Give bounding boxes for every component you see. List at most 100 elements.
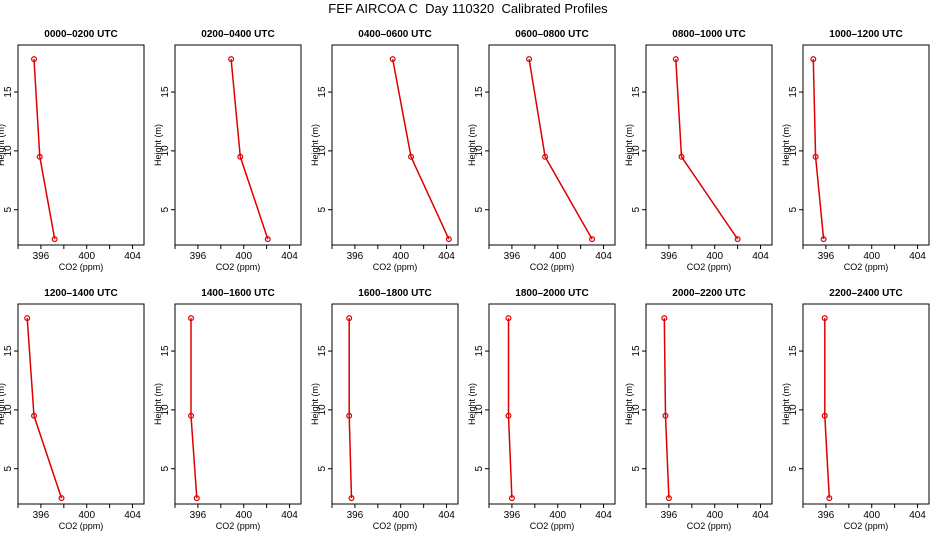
panel-title: 1200–1400 UTC bbox=[44, 288, 117, 299]
co2-data-point bbox=[31, 412, 38, 419]
y-tick-label: 10 bbox=[474, 145, 485, 157]
y-tick-label: 5 bbox=[3, 465, 14, 471]
co2-data-point bbox=[665, 495, 672, 502]
x-axis-label: CO2 (ppm) bbox=[530, 521, 575, 531]
x-axis-label: CO2 (ppm) bbox=[373, 521, 418, 531]
co2-profile-line bbox=[348, 318, 353, 499]
y-axis-label: Height (m) bbox=[0, 124, 6, 166]
plot-frame bbox=[645, 44, 773, 246]
y-axis-label: Height (m) bbox=[153, 124, 163, 166]
x-tick-label: 400 bbox=[549, 251, 566, 262]
chart-main-title: FEF AIRCOA C Day 110320 Calibrated Profi… bbox=[328, 1, 608, 16]
co2-data-point bbox=[237, 153, 244, 160]
y-tick-label: 15 bbox=[317, 86, 328, 98]
y-axis-label: Height (m) bbox=[781, 383, 791, 425]
x-tick-label: 396 bbox=[818, 510, 835, 521]
y-tick-label: 5 bbox=[788, 206, 799, 212]
y-tick-label: 15 bbox=[788, 345, 799, 357]
co2-profile-line bbox=[528, 58, 593, 240]
co2-data-point bbox=[51, 236, 58, 243]
y-tick-label: 15 bbox=[474, 345, 485, 357]
x-tick-label: 404 bbox=[595, 251, 612, 262]
co2-profile-line bbox=[391, 58, 450, 240]
co2-data-point bbox=[58, 495, 65, 502]
panel-title: 0400–0600 UTC bbox=[358, 29, 431, 40]
y-tick-label: 10 bbox=[788, 145, 799, 157]
co2-data-point bbox=[264, 236, 271, 243]
y-axis-label: Height (m) bbox=[310, 383, 320, 425]
profile-panel: 1400–1600 UTC 396 400 404 CO2 (ppm) 5 10 15 Heig… bbox=[153, 288, 302, 531]
x-axis-label: CO2 (ppm) bbox=[687, 262, 732, 272]
co2-data-point bbox=[526, 56, 533, 63]
y-tick-label: 5 bbox=[474, 465, 485, 471]
x-tick-label: 396 bbox=[661, 251, 678, 262]
y-axis-label: Height (m) bbox=[467, 383, 477, 425]
x-axis-label: CO2 (ppm) bbox=[216, 521, 261, 531]
x-tick-label: 396 bbox=[661, 510, 678, 521]
x-tick-label: 404 bbox=[124, 510, 141, 521]
co2-data-point bbox=[36, 153, 43, 160]
co2-data-point bbox=[678, 153, 685, 160]
y-tick-label: 10 bbox=[3, 145, 14, 157]
co2-data-point bbox=[24, 315, 31, 322]
x-tick-label: 404 bbox=[909, 510, 926, 521]
co2-data-point bbox=[188, 315, 195, 322]
co2-data-point bbox=[821, 315, 828, 322]
x-tick-label: 400 bbox=[78, 510, 95, 521]
x-tick-label: 404 bbox=[909, 251, 926, 262]
x-tick-label: 396 bbox=[33, 510, 50, 521]
y-tick-label: 10 bbox=[631, 404, 642, 416]
y-axis-label: Height (m) bbox=[153, 383, 163, 425]
x-tick-label: 404 bbox=[438, 510, 455, 521]
co2-data-point bbox=[821, 412, 828, 419]
y-tick-label: 5 bbox=[160, 465, 171, 471]
y-tick-label: 10 bbox=[317, 145, 328, 157]
y-tick-label: 15 bbox=[788, 86, 799, 98]
x-axis-label: CO2 (ppm) bbox=[844, 521, 889, 531]
x-tick-label: 396 bbox=[504, 510, 521, 521]
x-axis-label: CO2 (ppm) bbox=[373, 262, 418, 272]
co2-profile-line bbox=[230, 59, 269, 240]
profile-panel: 1200–1400 UTC 396 400 404 CO2 (ppm) 5 10 15 Heig… bbox=[0, 288, 145, 531]
x-tick-label: 400 bbox=[235, 251, 252, 262]
profile-panel: 2000–2200 UTC 396 400 404 CO2 (ppm) 5 10 15 Heig… bbox=[624, 288, 773, 531]
y-tick-label: 5 bbox=[3, 206, 14, 212]
y-tick-label: 5 bbox=[160, 206, 171, 212]
x-tick-label: 404 bbox=[281, 251, 298, 262]
x-axis-label: CO2 (ppm) bbox=[530, 262, 575, 272]
panel-title: 1000–1200 UTC bbox=[829, 29, 902, 40]
x-axis-label: CO2 (ppm) bbox=[687, 521, 732, 531]
plot-frame bbox=[17, 44, 145, 246]
co2-data-point bbox=[348, 495, 355, 502]
panel-title: 0200–0400 UTC bbox=[201, 29, 274, 40]
y-tick-label: 15 bbox=[160, 86, 171, 98]
panel-title: 0000–0200 UTC bbox=[44, 29, 117, 40]
x-axis-label: CO2 (ppm) bbox=[844, 262, 889, 272]
x-tick-label: 396 bbox=[818, 251, 835, 262]
panel-title: 0800–1000 UTC bbox=[672, 29, 745, 40]
co2-data-point bbox=[661, 315, 668, 322]
x-tick-label: 400 bbox=[863, 510, 880, 521]
profile-panel: 1600–1800 UTC 396 400 404 CO2 (ppm) 5 10 15 Heig… bbox=[310, 288, 459, 531]
panel-title: 2000–2200 UTC bbox=[672, 288, 745, 299]
co2-data-point bbox=[662, 412, 669, 419]
co2-profile-line bbox=[675, 59, 739, 240]
x-axis-label: CO2 (ppm) bbox=[216, 262, 261, 272]
x-tick-label: 396 bbox=[347, 510, 364, 521]
co2-data-point bbox=[346, 412, 353, 419]
y-tick-label: 10 bbox=[160, 145, 171, 157]
x-tick-label: 396 bbox=[190, 251, 207, 262]
x-tick-label: 396 bbox=[190, 510, 207, 521]
y-tick-label: 15 bbox=[474, 86, 485, 98]
y-tick-label: 10 bbox=[474, 404, 485, 416]
x-tick-label: 396 bbox=[504, 251, 521, 262]
co2-data-point bbox=[193, 495, 200, 502]
x-tick-label: 400 bbox=[863, 251, 880, 262]
y-tick-label: 5 bbox=[317, 465, 328, 471]
plot-frame bbox=[488, 44, 616, 246]
x-tick-label: 400 bbox=[706, 251, 723, 262]
plot-frame bbox=[17, 303, 145, 505]
x-tick-label: 400 bbox=[235, 510, 252, 521]
plot-frame bbox=[174, 44, 302, 246]
y-tick-label: 5 bbox=[631, 206, 642, 212]
